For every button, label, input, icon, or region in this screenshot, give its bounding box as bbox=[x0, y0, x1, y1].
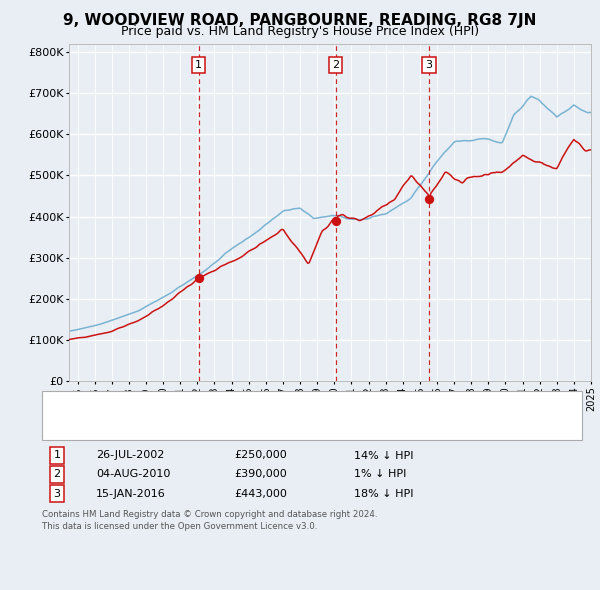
Text: £443,000: £443,000 bbox=[234, 489, 287, 499]
Text: 1: 1 bbox=[195, 60, 202, 70]
Text: 15-JAN-2016: 15-JAN-2016 bbox=[96, 489, 166, 499]
Text: 18% ↓ HPI: 18% ↓ HPI bbox=[354, 489, 413, 499]
Text: 2: 2 bbox=[53, 470, 61, 479]
Text: 14% ↓ HPI: 14% ↓ HPI bbox=[354, 451, 413, 460]
Text: Price paid vs. HM Land Registry's House Price Index (HPI): Price paid vs. HM Land Registry's House … bbox=[121, 25, 479, 38]
Text: 3: 3 bbox=[53, 489, 61, 499]
Text: 3: 3 bbox=[425, 60, 433, 70]
Text: Contains HM Land Registry data © Crown copyright and database right 2024.: Contains HM Land Registry data © Crown c… bbox=[42, 510, 377, 519]
Text: 1: 1 bbox=[53, 451, 61, 460]
Point bbox=[331, 216, 341, 225]
Text: 04-AUG-2010: 04-AUG-2010 bbox=[96, 470, 170, 479]
Text: ——: —— bbox=[53, 408, 77, 421]
Text: £250,000: £250,000 bbox=[234, 451, 287, 460]
Text: 1% ↓ HPI: 1% ↓ HPI bbox=[354, 470, 406, 479]
Point bbox=[194, 273, 203, 283]
Point bbox=[424, 194, 434, 204]
Text: 26-JUL-2002: 26-JUL-2002 bbox=[96, 451, 164, 460]
Text: HPI: Average price, detached house, West Berkshire: HPI: Average price, detached house, West… bbox=[75, 409, 346, 419]
Text: This data is licensed under the Open Government Licence v3.0.: This data is licensed under the Open Gov… bbox=[42, 522, 317, 531]
Text: 2: 2 bbox=[332, 60, 340, 70]
Text: £390,000: £390,000 bbox=[234, 470, 287, 479]
Text: ——: —— bbox=[53, 395, 77, 408]
Text: 9, WOODVIEW ROAD, PANGBOURNE, READING, RG8 7JN: 9, WOODVIEW ROAD, PANGBOURNE, READING, R… bbox=[64, 13, 536, 28]
Text: 9, WOODVIEW ROAD, PANGBOURNE, READING, RG8 7JN (detached house): 9, WOODVIEW ROAD, PANGBOURNE, READING, R… bbox=[75, 396, 461, 406]
